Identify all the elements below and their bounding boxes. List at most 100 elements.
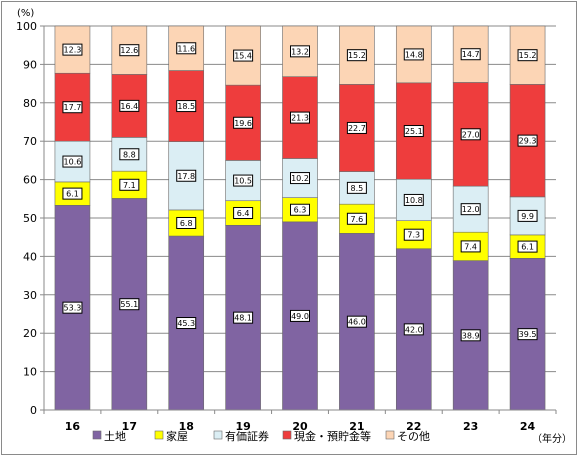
- data-label: 10.8: [405, 196, 423, 205]
- x-tick-label: 22: [406, 420, 421, 433]
- data-label-box: [517, 209, 538, 222]
- y-tick-label: 30: [23, 289, 37, 302]
- data-label-box: [233, 207, 254, 220]
- x-tick-label: 17: [122, 420, 137, 433]
- data-label: 29.3: [519, 137, 537, 146]
- data-label-box: [403, 125, 424, 138]
- y-tick-label: 10: [23, 366, 37, 379]
- y-tick-label: 100: [16, 20, 37, 33]
- x-tick-label: 16: [65, 420, 81, 433]
- data-label: 7.1: [123, 181, 136, 190]
- data-label-box: [62, 301, 83, 314]
- data-label: 45.3: [177, 319, 195, 328]
- data-label-box: [233, 116, 254, 129]
- legend-label: その他: [397, 430, 430, 443]
- data-label: 15.4: [234, 52, 252, 61]
- data-label: 6.4: [237, 209, 250, 218]
- data-label-box: [119, 178, 140, 191]
- data-label: 10.2: [291, 174, 309, 183]
- data-label-box: [290, 45, 310, 58]
- data-label: 48.1: [234, 314, 252, 323]
- data-label: 7.3: [407, 231, 420, 240]
- data-label-box: [176, 169, 197, 182]
- y-tick-label: 40: [23, 250, 37, 263]
- data-label-box: [403, 323, 424, 336]
- data-label-box: [346, 212, 367, 225]
- data-label: 53.3: [64, 304, 82, 313]
- legend: 土地 家屋 有価証券 現金・預貯金等 その他: [92, 429, 430, 443]
- data-label: 10.5: [234, 177, 252, 186]
- data-label: 27.0: [462, 130, 480, 139]
- data-label: 11.6: [177, 44, 195, 53]
- y-tick-label: 60: [23, 174, 37, 187]
- x-tick-label: 20: [292, 420, 308, 433]
- data-label: 17.7: [64, 103, 82, 112]
- x-tick-label: 19: [235, 420, 250, 433]
- y-unit-label: (%): [17, 8, 34, 19]
- data-label: 6.8: [180, 219, 193, 228]
- bar-segment: [111, 74, 148, 138]
- data-label: 19.6: [234, 119, 252, 128]
- data-label-box: [290, 203, 310, 216]
- data-label: 9.9: [521, 212, 534, 221]
- x-tick-label: 18: [179, 420, 194, 433]
- data-label-box: [517, 134, 538, 147]
- legend-swatch: [282, 430, 292, 440]
- data-label: 55.1: [120, 300, 138, 309]
- legend-swatch: [213, 430, 223, 440]
- data-label-box: [346, 181, 367, 194]
- data-label-box: [290, 172, 310, 185]
- data-label-box: [517, 49, 538, 62]
- data-label-box: [176, 42, 197, 55]
- data-label: 21.3: [291, 114, 309, 123]
- y-tick-label: 0: [30, 404, 37, 417]
- y-tick-label: 50: [23, 212, 37, 225]
- data-label: 25.1: [405, 127, 423, 136]
- data-label-box: [62, 155, 83, 168]
- data-label-box: [176, 100, 197, 113]
- data-label-box: [62, 101, 83, 114]
- data-label: 12.6: [120, 46, 138, 55]
- data-label: 14.7: [462, 50, 480, 59]
- data-label-box: [460, 240, 481, 253]
- data-label-box: [176, 317, 197, 330]
- bar-segment: [395, 25, 432, 84]
- data-label-box: [403, 48, 424, 61]
- data-label: 13.2: [291, 47, 309, 56]
- data-label: 14.8: [405, 50, 423, 59]
- data-label: 15.2: [519, 51, 537, 60]
- data-label: 17.8: [177, 172, 195, 181]
- legend-label: 土地: [104, 430, 126, 443]
- data-label: 6.3: [294, 206, 307, 215]
- data-label-box: [290, 309, 310, 322]
- data-label-box: [62, 187, 83, 200]
- data-label-box: [233, 311, 254, 324]
- data-label-box: [119, 99, 140, 112]
- data-label: 49.0: [291, 312, 309, 321]
- data-label: 10.6: [64, 158, 82, 167]
- x-tick-label: 23: [463, 420, 478, 433]
- data-label: 12.0: [462, 205, 480, 214]
- legend-label: 有価証券: [225, 429, 269, 443]
- x-tick-label: 21: [349, 420, 364, 433]
- y-tick-label: 20: [23, 327, 37, 340]
- data-label-box: [176, 216, 197, 229]
- y-tick-label: 70: [23, 135, 37, 148]
- legend-swatch: [154, 430, 164, 440]
- data-label: 8.5: [351, 184, 364, 193]
- data-label-box: [346, 49, 367, 62]
- data-label-box: [346, 315, 367, 328]
- data-label-box: [517, 240, 538, 253]
- data-label-box: [403, 193, 424, 206]
- data-label-box: [119, 148, 140, 161]
- data-label-box: [119, 44, 140, 57]
- data-label: 42.0: [405, 325, 423, 334]
- data-label-box: [233, 49, 254, 62]
- data-label: 7.4: [464, 242, 477, 251]
- data-label-box: [119, 298, 140, 311]
- data-label: 39.5: [519, 330, 537, 339]
- data-label-box: [346, 121, 367, 134]
- data-label-box: [62, 43, 83, 56]
- data-label: 8.8: [123, 150, 136, 159]
